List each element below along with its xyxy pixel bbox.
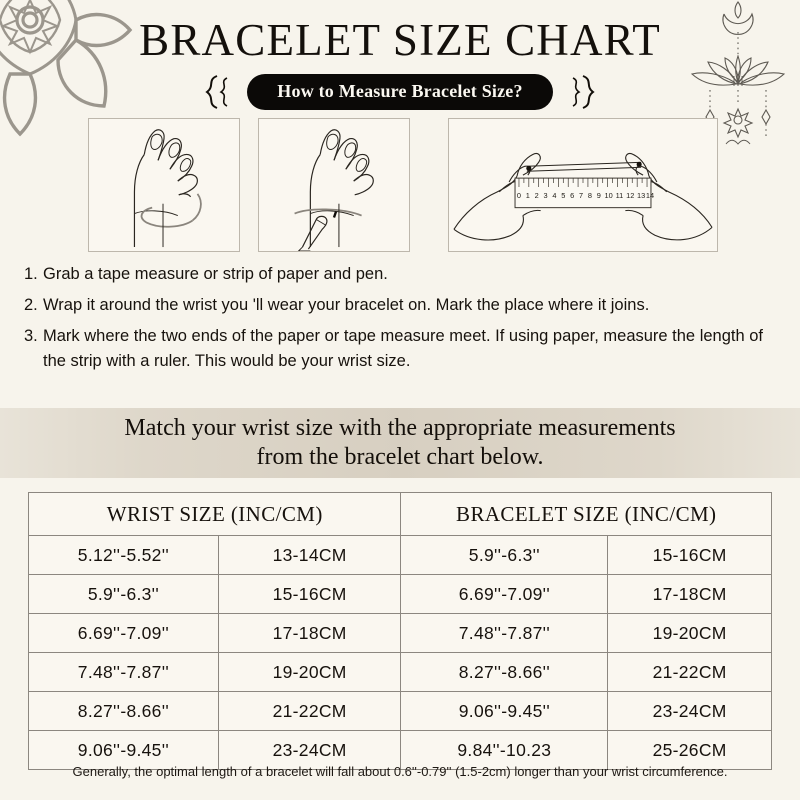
- cell-bracelet-cm: 17-18CM: [607, 574, 772, 614]
- cell-wrist-inch: 9.06''-9.45'': [28, 730, 219, 770]
- step-number: 3.: [24, 327, 38, 345]
- band-line-2: from the bracelet chart below.: [256, 444, 544, 470]
- badge-row: How to Measure Bracelet Size?: [0, 72, 800, 112]
- list-item: 1. Grab a tape measure or strip of paper…: [24, 262, 780, 287]
- table-header-row: WRIST SIZE (INC/CM) BRACELET SIZE (INC/C…: [27, 492, 772, 536]
- svg-text:4: 4: [552, 191, 556, 200]
- flourish-ornament-icon: [203, 72, 237, 112]
- svg-text:13: 13: [637, 191, 645, 200]
- footer-note: Generally, the optimal length of a brace…: [72, 764, 728, 779]
- cell-wrist-inch: 5.9''-6.3'': [28, 574, 219, 614]
- header-bracelet-size: BRACELET SIZE (INC/CM): [400, 492, 772, 536]
- cell-wrist-cm: 23-24CM: [217, 730, 402, 770]
- illustration-hand-marking-pen: [258, 118, 410, 252]
- svg-text:6: 6: [570, 191, 574, 200]
- size-table: WRIST SIZE (INC/CM) BRACELET SIZE (INC/C…: [27, 492, 772, 770]
- svg-text:2: 2: [535, 191, 539, 200]
- cell-bracelet-cm: 25-26CM: [607, 730, 772, 770]
- cell-bracelet-cm: 23-24CM: [607, 691, 772, 731]
- table-row: 5.12''-5.52'' 13-14CM 5.9''-6.3'' 15-16C…: [28, 535, 772, 575]
- cell-bracelet-inch: 9.84''-10.23: [400, 730, 609, 770]
- list-item: 3. Mark where the two ends of the paper …: [24, 324, 780, 374]
- cell-bracelet-inch: 6.69''-7.09'': [400, 574, 609, 614]
- table-row: 9.06''-9.45'' 23-24CM 9.84''-10.23 25-26…: [28, 730, 772, 770]
- cell-bracelet-inch: 5.9''-6.3'': [400, 535, 609, 575]
- svg-text:8: 8: [588, 191, 592, 200]
- cell-bracelet-inch: 7.48''-7.87'': [400, 613, 609, 653]
- step-number: 1.: [24, 265, 38, 283]
- cell-wrist-inch: 5.12''-5.52'': [28, 535, 219, 575]
- band-line-1: Match your wrist size with the appropria…: [124, 415, 676, 441]
- cell-bracelet-cm: 19-20CM: [607, 613, 772, 653]
- table-row: 5.9''-6.3'' 15-16CM 6.69''-7.09'' 17-18C…: [28, 574, 772, 614]
- cell-wrist-cm: 15-16CM: [217, 574, 402, 614]
- cell-bracelet-inch: 8.27''-8.66'': [400, 652, 609, 692]
- list-item: 2. Wrap it around the wrist you 'll wear…: [24, 293, 780, 318]
- step-text: Mark where the two ends of the paper or …: [43, 327, 763, 370]
- svg-text:3: 3: [544, 191, 548, 200]
- cell-bracelet-cm: 15-16CM: [607, 535, 772, 575]
- table-row: 7.48''-7.87'' 19-20CM 8.27''-8.66'' 21-2…: [28, 652, 772, 692]
- svg-text:14: 14: [646, 191, 654, 200]
- svg-text:9: 9: [597, 191, 601, 200]
- step-text: Wrap it around the wrist you 'll wear yo…: [43, 296, 650, 314]
- table-row: 8.27''-8.66'' 21-22CM 9.06''-9.45'' 23-2…: [28, 691, 772, 731]
- svg-text:1: 1: [526, 191, 530, 200]
- table-row: 6.69''-7.09'' 17-18CM 7.48''-7.87'' 19-2…: [28, 613, 772, 653]
- badge-label: How to Measure Bracelet Size?: [247, 74, 553, 110]
- step-text: Grab a tape measure or strip of paper an…: [43, 265, 388, 283]
- cell-bracelet-cm: 21-22CM: [607, 652, 772, 692]
- page-title: BRACELET SIZE CHART: [139, 15, 661, 65]
- instruction-list: 1. Grab a tape measure or strip of paper…: [24, 262, 780, 380]
- section-heading-band: Match your wrist size with the appropria…: [0, 408, 800, 478]
- svg-text:10: 10: [605, 191, 613, 200]
- header-wrist-size: WRIST SIZE (INC/CM): [27, 492, 402, 536]
- svg-text:7: 7: [579, 191, 583, 200]
- flourish-ornament-icon: [563, 72, 597, 112]
- step-number: 2.: [24, 296, 38, 314]
- svg-text:5: 5: [561, 191, 565, 200]
- cell-wrist-cm: 13-14CM: [217, 535, 402, 575]
- illustration-hand-tape-wrapped: [88, 118, 240, 252]
- cell-wrist-cm: 17-18CM: [217, 613, 402, 653]
- svg-text:11: 11: [616, 191, 624, 200]
- cell-wrist-cm: 21-22CM: [217, 691, 402, 731]
- cell-wrist-inch: 8.27''-8.66'': [28, 691, 219, 731]
- cell-wrist-cm: 19-20CM: [217, 652, 402, 692]
- cell-wrist-inch: 7.48''-7.87'': [28, 652, 219, 692]
- svg-text:0: 0: [517, 191, 521, 200]
- cell-bracelet-inch: 9.06''-9.45'': [400, 691, 609, 731]
- svg-text:12: 12: [626, 191, 634, 200]
- cell-wrist-inch: 6.69''-7.09'': [28, 613, 219, 653]
